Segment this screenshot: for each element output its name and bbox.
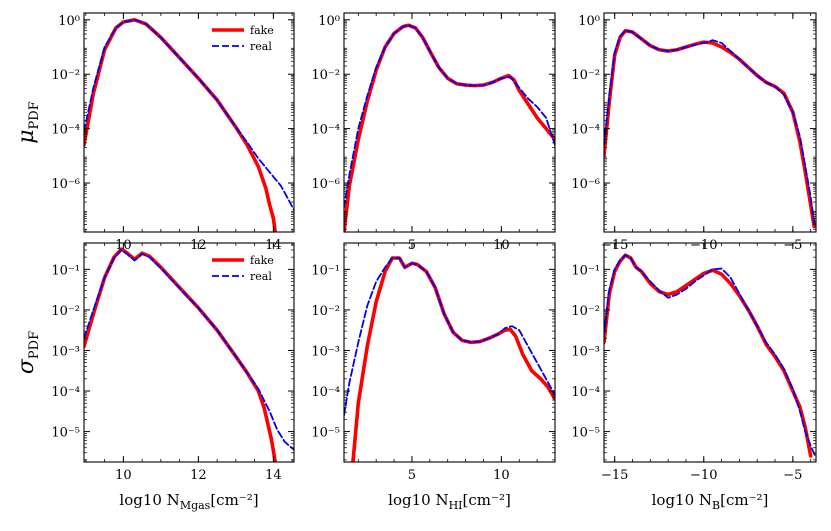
y-tick-label: 10⁻² [571, 68, 600, 83]
y-tick-label: 10⁻³ [311, 344, 340, 359]
y-tick-label: 10⁻¹ [51, 263, 80, 278]
series-fake-line [351, 256, 555, 462]
y-tick-label: 10⁻² [51, 68, 80, 83]
axes-frame [603, 242, 817, 463]
y-tick-label: 10⁻⁶ [51, 177, 80, 192]
y-tick-label: 10⁻⁴ [51, 385, 80, 400]
y-tick-label: 10⁻² [311, 68, 340, 83]
series-real-line [604, 29, 816, 225]
x-tick-label: 14 [265, 468, 282, 483]
y-tick-label: 10⁻⁴ [311, 123, 340, 138]
legend-fake-label: fake [250, 24, 274, 37]
y-tick-label: 10⁻⁴ [571, 385, 600, 400]
y-tick-label: 10⁻⁴ [311, 385, 340, 400]
legend: fake real [212, 254, 274, 283]
y-tick-label: 10⁻⁵ [571, 426, 600, 441]
y-tick-label: 10⁻³ [51, 344, 80, 359]
y-tick-label: 10⁻¹ [571, 263, 600, 278]
series-fake-line [84, 17, 278, 232]
series-fake-line [604, 253, 813, 458]
y-tick-label: 10⁻² [311, 304, 340, 319]
y-tick-label: 10⁻⁵ [311, 426, 340, 441]
x-tick-label: −10 [690, 468, 717, 483]
panel-sigma-gas: 10 12 14 10⁻¹ 10⁻² 10⁻³ 10⁻⁴ 10⁻⁵ log10 NMgas[cm… [14, 242, 295, 512]
y-tick-label: 10⁰ [578, 14, 600, 29]
series-fake-line [604, 28, 816, 229]
panel-sigma-b: −15 −10 −5 10⁻¹ 10⁻² 10⁻³ 10⁻⁴ 10⁻⁵ log10 NB[cm⁻… [571, 242, 817, 512]
axes-frame [603, 12, 817, 233]
axes-frame [83, 12, 295, 233]
axes-frame [343, 12, 556, 233]
y-tick-label: 10⁻³ [571, 344, 600, 359]
series-real-line [344, 24, 555, 209]
y-tick-label: 10⁻⁶ [571, 177, 600, 192]
x-axis-label: log10 NMgas[cm⁻²] [119, 491, 258, 512]
series-real-line [344, 257, 555, 417]
y-axis-label: σPDF [14, 331, 42, 374]
series-fake-line [84, 247, 278, 462]
series-real-line [604, 254, 816, 457]
legend: fake real [212, 24, 274, 53]
panel-sigma-hi: 5 10 10⁻¹ 10⁻² 10⁻³ 10⁻⁴ 10⁻⁵ log10 NHI[cm⁻²] [311, 242, 556, 512]
x-axis-label: log10 NHI[cm⁻²] [388, 491, 511, 512]
x-tick-label: 12 [190, 468, 207, 483]
x-axis-label: log10 NB[cm⁻²] [652, 491, 769, 512]
legend-fake-label: fake [250, 254, 274, 267]
y-axis-label: μPDF [14, 101, 42, 144]
legend-real-label: real [250, 270, 272, 283]
series-real-line [84, 248, 294, 451]
x-tick-label: −5 [783, 468, 802, 483]
y-tick-label: 10⁰ [318, 14, 340, 29]
y-tick-label: 10⁰ [58, 14, 80, 29]
y-tick-label: 10⁻² [51, 304, 80, 319]
y-tick-label: 10⁻⁶ [311, 177, 340, 192]
y-tick-label: 10⁻¹ [311, 263, 340, 278]
x-tick-label: 5 [408, 468, 416, 483]
y-tick-label: 10⁻⁴ [571, 123, 600, 138]
x-tick-label: 10 [115, 468, 132, 483]
y-tick-label: 10⁻⁴ [51, 123, 80, 138]
x-tick-label: −15 [601, 468, 628, 483]
x-tick-label: 10 [493, 468, 510, 483]
y-tick-label: 10⁻⁵ [51, 426, 80, 441]
legend-real-label: real [250, 40, 272, 53]
y-tick-label: 10⁻² [571, 304, 600, 319]
series-real-line [84, 18, 294, 212]
series-fake-line [344, 23, 555, 232]
